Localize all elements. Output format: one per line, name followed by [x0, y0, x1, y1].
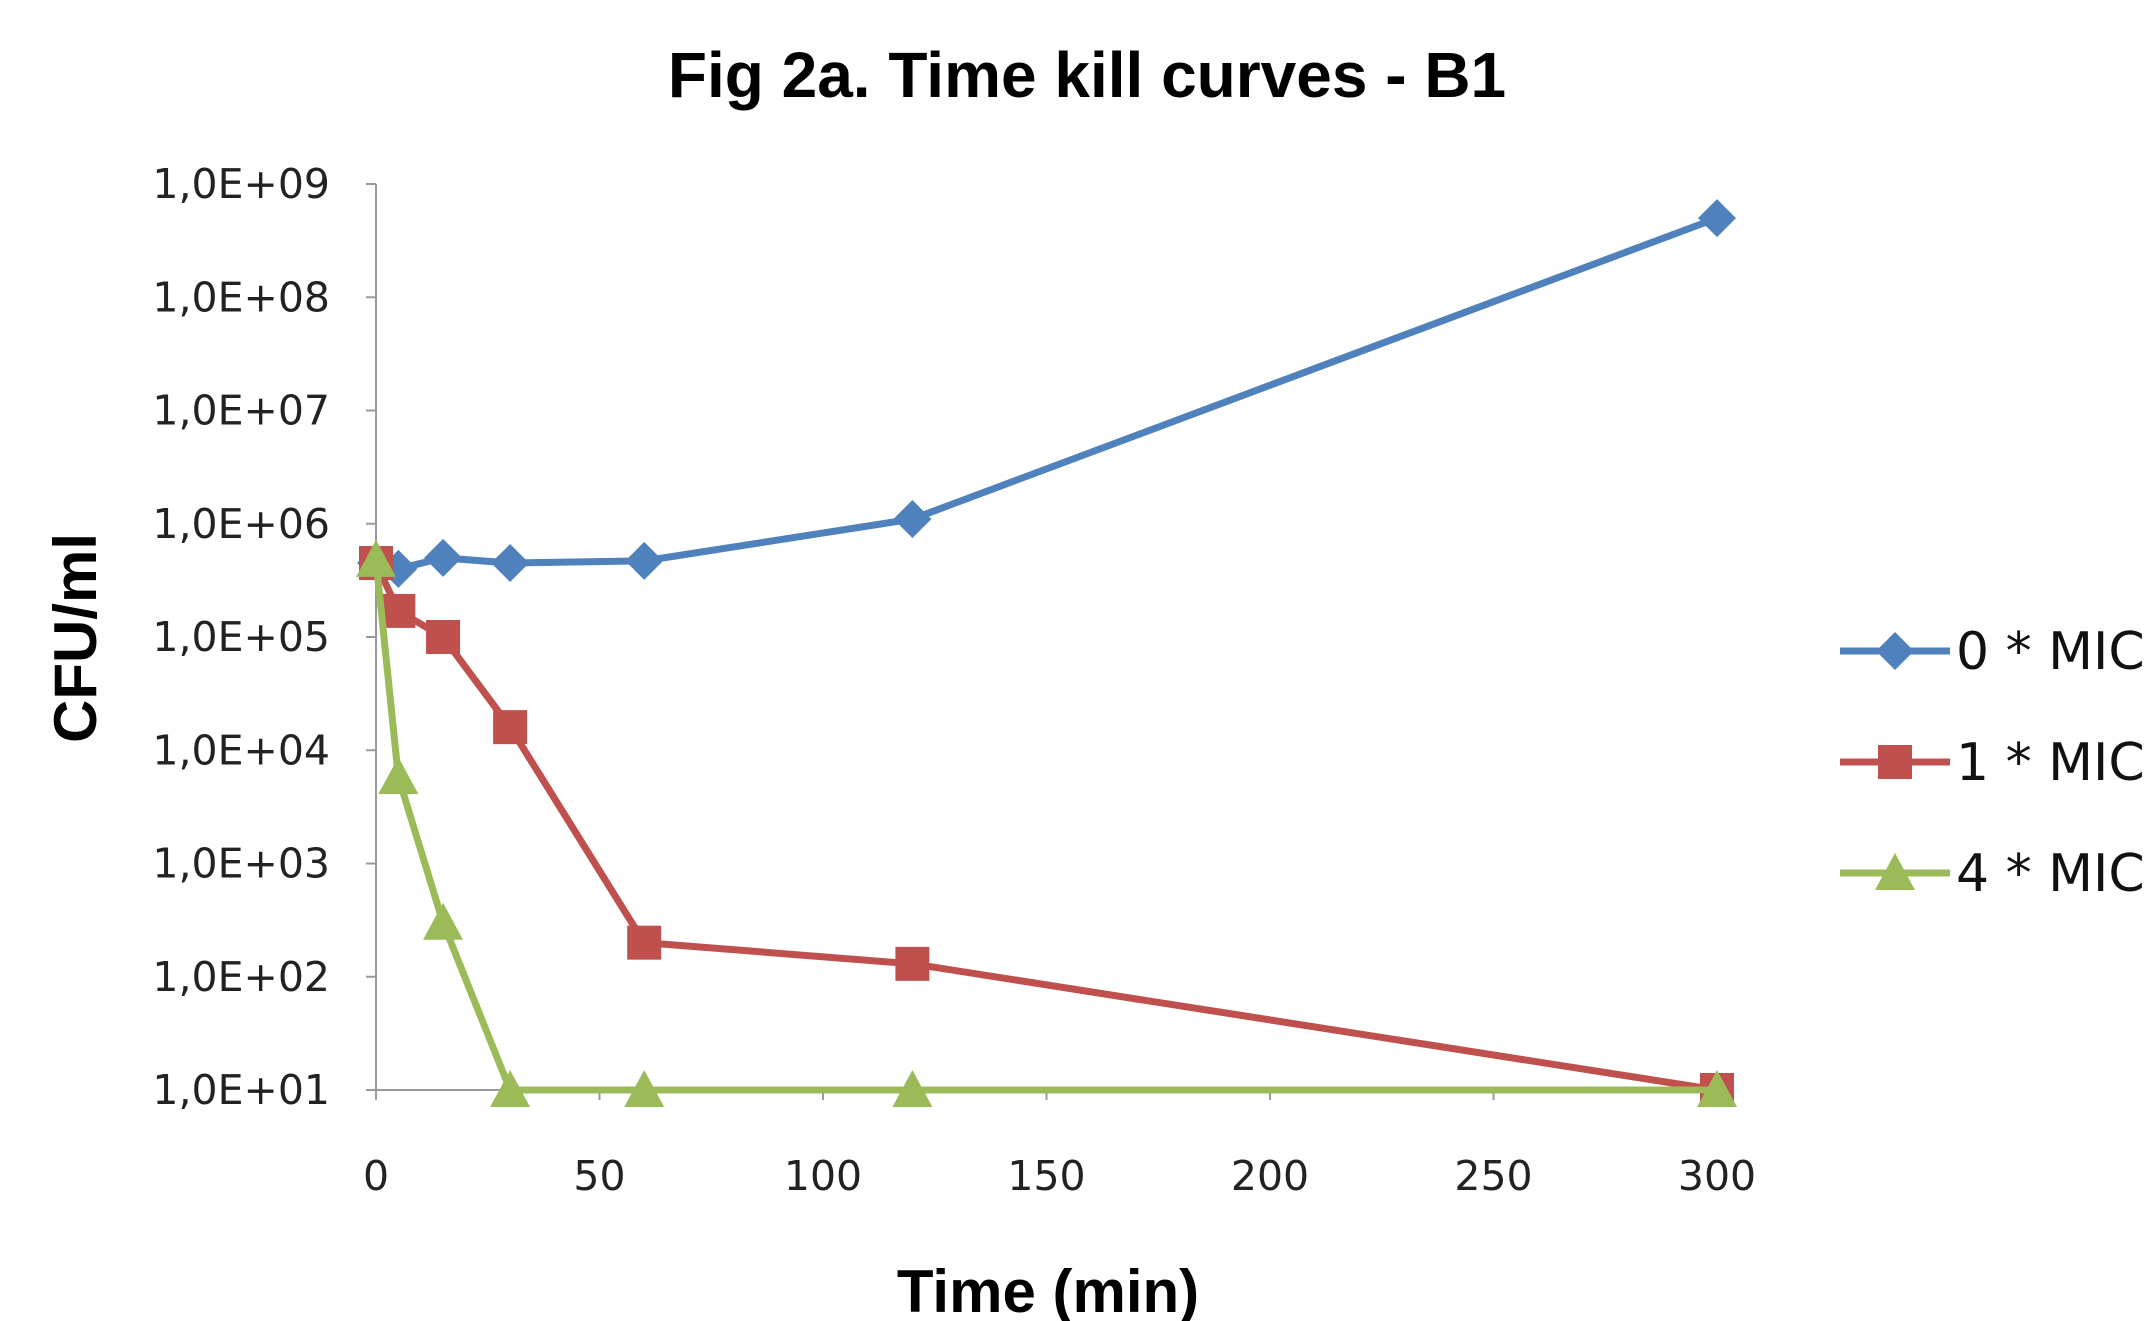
- data-point: [493, 710, 528, 745]
- legend-label: 4 * MIC: [1956, 844, 2145, 904]
- x-tick-label: 50: [573, 1152, 625, 1200]
- data-point: [491, 544, 530, 583]
- y-axis-ticks: 1,0E+01 1,0E+02 1,0E+03 1,0E+04 1,0E+05 1,0E+…: [152, 160, 376, 1114]
- series-2: [359, 546, 1734, 1107]
- y-tick-label: 1,0E+08: [152, 273, 330, 321]
- x-tick-label: 0: [363, 1152, 389, 1200]
- series-line: [375, 214, 1719, 573]
- y-tick-label: 1,0E+01: [152, 1066, 330, 1114]
- data-series: [356, 199, 1737, 1107]
- data-point: [627, 925, 662, 960]
- legend-item-2: 1 * MIC: [1840, 733, 2145, 793]
- y-tick-label: 1,0E+03: [152, 840, 330, 888]
- legend-marker: [1876, 632, 1914, 670]
- data-point: [895, 946, 930, 981]
- y-axis-title: CFU/ml: [42, 533, 109, 743]
- series-line: [372, 559, 1717, 1094]
- legend: 0 * MIC 1 * MIC 4 * MIC: [1840, 622, 2145, 904]
- legend-item-1: 0 * MIC: [1840, 622, 2145, 682]
- legend-marker: [1878, 745, 1912, 779]
- series-line: [372, 561, 1718, 1094]
- series-1: [357, 199, 1736, 588]
- legend-label: 0 * MIC: [1956, 622, 2145, 682]
- x-axis-ticks: 0 50 100 150 200 250 300: [363, 1090, 1756, 1200]
- data-point: [1697, 1070, 1737, 1107]
- data-point: [424, 538, 463, 577]
- x-tick-label: 150: [1007, 1152, 1085, 1200]
- data-point: [423, 902, 464, 940]
- data-point: [624, 1070, 665, 1107]
- data-point: [490, 1070, 531, 1107]
- x-tick-label: 300: [1678, 1152, 1756, 1200]
- data-point: [381, 593, 416, 628]
- y-tick-label: 1,0E+07: [152, 387, 330, 435]
- y-tick-label: 1,0E+02: [152, 953, 330, 1001]
- chart-title: Fig 2a. Time kill curves - B1: [668, 39, 1506, 111]
- y-tick-label: 1,0E+05: [152, 613, 330, 661]
- x-tick-label: 250: [1454, 1152, 1532, 1200]
- x-tick-label: 100: [784, 1152, 862, 1200]
- y-tick-label: 1,0E+04: [152, 726, 330, 774]
- legend-marker: [1875, 853, 1915, 890]
- x-axis-title: Time (min): [897, 1258, 1199, 1321]
- legend-label: 1 * MIC: [1956, 733, 2145, 793]
- data-point: [892, 1070, 933, 1107]
- data-point: [893, 500, 932, 539]
- data-point: [356, 539, 396, 577]
- data-point: [1698, 199, 1736, 238]
- x-tick-label: 200: [1231, 1152, 1309, 1200]
- legend-item-3: 4 * MIC: [1840, 844, 2145, 904]
- y-tick-label: 1,0E+09: [152, 160, 330, 208]
- data-point: [426, 620, 461, 654]
- data-point: [378, 757, 419, 795]
- axes: [375, 184, 1717, 1091]
- series-3: [356, 539, 1737, 1107]
- data-point: [625, 541, 664, 580]
- y-tick-label: 1,0E+06: [152, 500, 330, 548]
